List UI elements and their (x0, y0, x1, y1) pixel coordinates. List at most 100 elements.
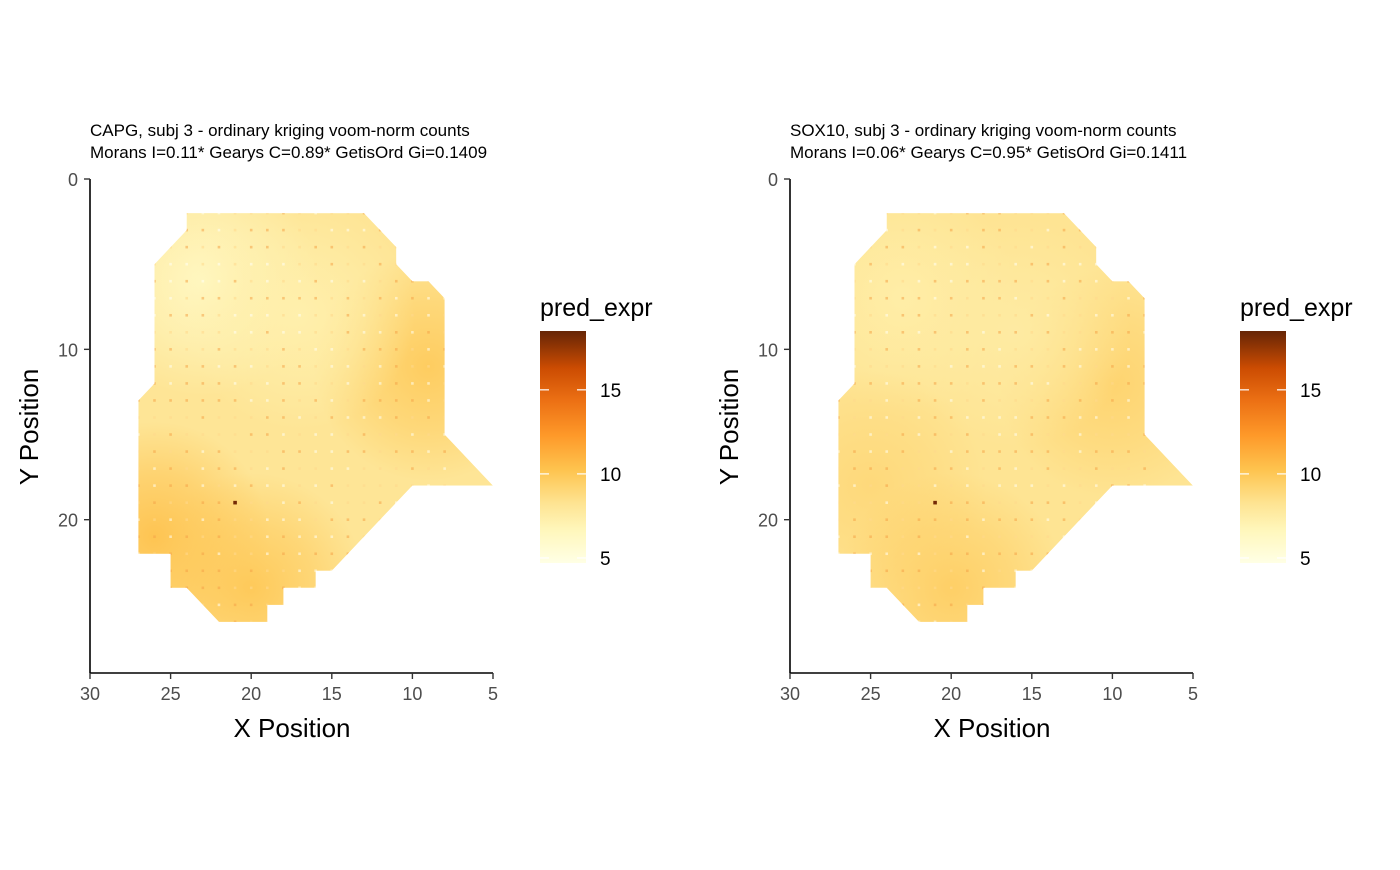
spot-dot (885, 552, 889, 556)
spot-dot (330, 433, 334, 436)
spot-dot (266, 501, 269, 504)
spot-dot (427, 365, 430, 368)
spot-dot (201, 213, 205, 215)
spot-dot (217, 399, 221, 402)
spot-dot (138, 245, 140, 249)
spot-dot (998, 245, 1001, 249)
spot-dot (838, 620, 840, 622)
spot-dot (427, 296, 430, 300)
spot-dot (282, 365, 285, 368)
spot-dot (443, 262, 446, 266)
spot-dot (917, 501, 921, 504)
spot-dot (217, 501, 221, 504)
spot-dot (298, 535, 301, 539)
spot-dot (282, 535, 285, 539)
spot-dot (1127, 213, 1130, 215)
spot-dot (443, 213, 446, 215)
spot-dot (153, 484, 156, 487)
spot-dot (838, 296, 840, 300)
spot-dot (362, 228, 366, 232)
spot-dot (266, 365, 269, 368)
spot-dot (869, 279, 872, 283)
spot-dot (282, 433, 285, 436)
x-tick-label: 20 (941, 684, 961, 704)
spot-dot (1046, 450, 1050, 453)
spot-dot (138, 484, 140, 487)
spot-dot (1143, 348, 1146, 351)
spot-dot (1143, 416, 1146, 419)
spot-dot (982, 433, 985, 436)
spot-dot (394, 228, 398, 232)
spot-dot (298, 518, 301, 521)
spot-dot (949, 467, 953, 470)
chart-title-line1: CAPG, subj 3 - ordinary kriging voom-nor… (90, 121, 470, 140)
spot-dot (1046, 279, 1050, 283)
spot-dot (346, 331, 350, 334)
spot-dot (153, 313, 156, 317)
spot-dot (1094, 535, 1098, 539)
spot-dot (362, 399, 366, 402)
spot-dot (394, 296, 398, 300)
spot-dot (949, 228, 953, 232)
spot-dot (201, 467, 205, 470)
spot-dot (1014, 262, 1017, 266)
spot-dot (838, 433, 840, 436)
spot-dot (330, 518, 334, 521)
spot-dot (917, 365, 921, 368)
spot-dot (233, 399, 237, 402)
spot-dot (233, 433, 237, 436)
spot-dot (330, 399, 334, 402)
spot-dot (298, 296, 301, 300)
spot-dot (362, 586, 366, 590)
spot-dot (998, 382, 1001, 385)
spot-dot (249, 586, 253, 590)
spot-dot (233, 552, 237, 556)
spot-dot (443, 501, 446, 504)
spot-dot (427, 245, 430, 249)
spot-dot (838, 603, 840, 607)
spot-dot (853, 228, 856, 232)
spot-dot (1127, 518, 1130, 521)
spot-dot (885, 518, 889, 521)
spot-dot (427, 433, 430, 436)
spot-dot (169, 416, 172, 419)
spot-dot (1062, 416, 1066, 419)
spot-dot (869, 552, 872, 556)
y-tick-label: 20 (758, 511, 778, 531)
spot-dot (869, 331, 872, 334)
spot-dot (1030, 518, 1034, 521)
spot-dot (885, 535, 889, 539)
spot-dot (314, 331, 317, 334)
spot-dot (153, 399, 156, 402)
spot-dot (1046, 535, 1050, 539)
spot-dot (298, 228, 301, 232)
spot-dot (885, 569, 889, 573)
spot-dot (853, 245, 856, 249)
spot-dot (917, 450, 921, 453)
spot-dot (1127, 399, 1130, 402)
spot-dot (249, 518, 253, 521)
spot-dot (1111, 484, 1114, 487)
plot-area: 30 25 20 15 10 5 0 10 20 5 10 15 (58, 170, 621, 704)
spot-dot (1030, 213, 1034, 215)
spot-dot (838, 569, 840, 573)
spot-dot (169, 535, 172, 539)
spot-dot (169, 228, 172, 232)
spot-dot (378, 433, 382, 436)
spot-dot (1143, 245, 1146, 249)
spot-dot (949, 416, 953, 419)
spot-dot (838, 450, 840, 453)
spot-dot (201, 331, 205, 334)
spot-dot (346, 416, 350, 419)
spot-dot (362, 213, 366, 215)
spot-dot (1078, 279, 1082, 283)
spot-dot (982, 228, 985, 232)
spot-dot (869, 245, 872, 249)
spot-dot (1046, 603, 1050, 607)
spot-dot (330, 501, 334, 504)
spot-dot (427, 535, 430, 539)
spot-dot (917, 620, 921, 622)
spot-dot (330, 348, 334, 351)
spot-dot (1046, 213, 1050, 215)
